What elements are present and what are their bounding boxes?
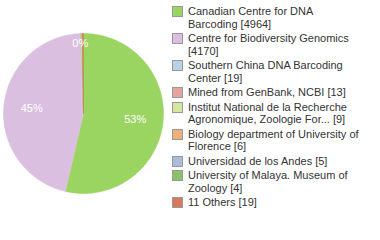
svg-text:53%: 53%: [124, 113, 146, 125]
svg-text:45%: 45%: [21, 102, 43, 114]
html-text:Centre for Biodiversity Genomi: Centre for Biodiversity Genomics [4170]: [188, 32, 349, 57]
html-text:Biology department of Universi: Biology department of University of Flor…: [188, 127, 359, 152]
html-text:Mined from GenBank, NCBI [13]: Mined from GenBank, NCBI [13]: [188, 86, 346, 98]
html-text:Universidad de los Andes [5]: Universidad de los Andes [5]: [188, 154, 328, 167]
svg-text:0%: 0%: [72, 37, 88, 49]
html-text:11 Others [19]: 11 Others [19]: [188, 196, 257, 208]
html-text:Southern China DNA Barcoding C: Southern China DNA Barcoding Center [19]: [188, 59, 343, 84]
html-text:University of Malaya. Museum o: University of Malaya. Museum of Zoology …: [188, 169, 348, 194]
html-text:Canadian Centre for DNA Barcod: Canadian Centre for DNA Barcoding [4964]: [188, 5, 313, 30]
html-text:Institut National de la Recher: Institut National de la Recherche Agrono…: [188, 100, 347, 125]
